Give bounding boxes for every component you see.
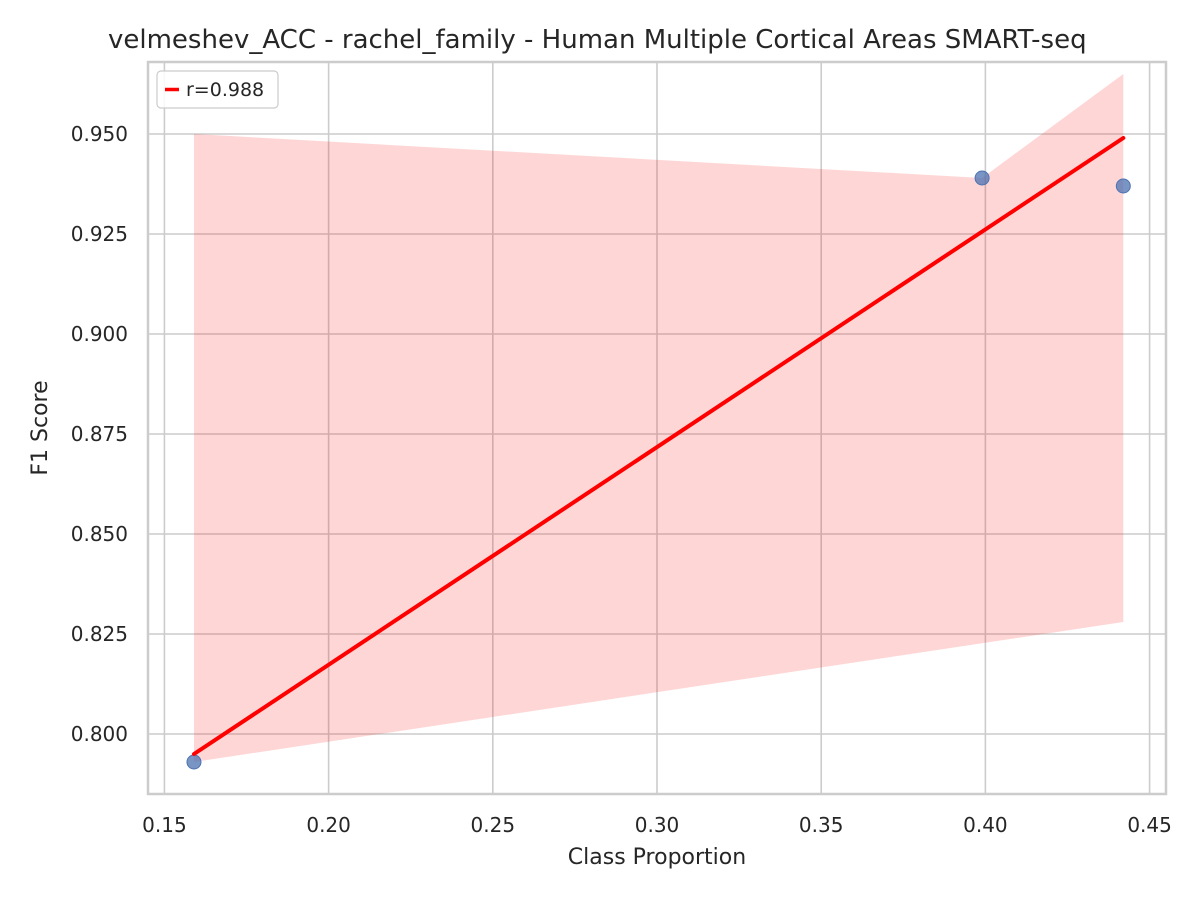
data-point — [186, 754, 202, 770]
x-tick-label: 0.35 — [799, 813, 844, 837]
series-layer — [186, 136, 1131, 770]
grid — [148, 62, 1166, 794]
legend: r=0.988 — [156, 70, 279, 109]
x-axis-label: Class Proportion — [568, 845, 746, 870]
y-tick-labels: 0.800 0.825 0.850 0.875 0.900 0.925 0.950 — [71, 122, 128, 746]
x-tick-label: 0.25 — [471, 813, 516, 837]
data-point — [1115, 178, 1131, 194]
x-tick-label: 0.40 — [963, 813, 1008, 837]
confidence-band-layer — [193, 74, 1124, 762]
y-tick-label: 0.875 — [71, 422, 128, 446]
plot-frame — [146, 60, 1168, 796]
data-point — [974, 170, 990, 186]
y-tick-label: 0.825 — [71, 622, 128, 646]
y-tick-label: 0.900 — [71, 322, 128, 346]
y-tick-label: 0.950 — [71, 122, 128, 146]
x-tick-labels: 0.15 0.20 0.25 0.30 0.35 0.40 0.45 — [142, 813, 1172, 837]
y-axis-label: F1 Score — [28, 380, 53, 475]
y-tick-label: 0.925 — [71, 222, 128, 246]
x-tick-label: 0.20 — [306, 813, 351, 837]
x-tick-label: 0.45 — [1127, 813, 1172, 837]
x-tick-label: 0.15 — [142, 813, 187, 837]
regression-line — [191, 136, 1126, 756]
y-tick-label: 0.850 — [71, 522, 128, 546]
confidence-band — [193, 74, 1124, 762]
legend-box — [156, 70, 279, 109]
x-tick-label: 0.30 — [635, 813, 680, 837]
y-tick-label: 0.800 — [71, 722, 128, 746]
chart-title: velmeshev_ACC - rachel_family - Human Mu… — [108, 25, 1087, 55]
legend-label-regression-line: r=0.988 — [186, 79, 264, 101]
